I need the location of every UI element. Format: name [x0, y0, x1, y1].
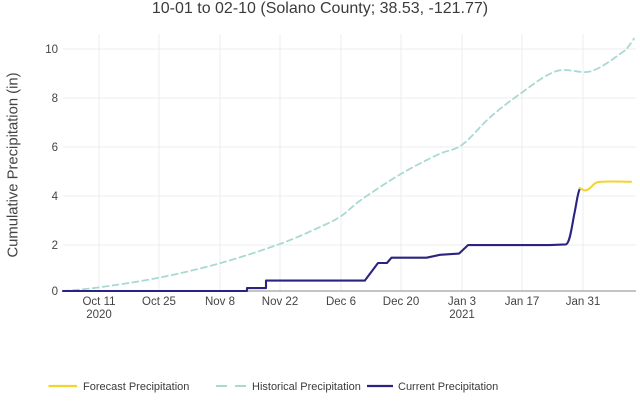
svg-text:0: 0: [52, 286, 58, 298]
svg-text:Jan 17: Jan 17: [505, 296, 540, 308]
svg-text:2021: 2021: [449, 309, 475, 321]
svg-text:2: 2: [52, 240, 58, 252]
svg-text:10: 10: [45, 44, 58, 56]
svg-text:4: 4: [52, 191, 59, 203]
svg-text:2020: 2020: [86, 309, 112, 321]
svg-text:Dec 6: Dec 6: [326, 296, 356, 308]
svg-text:Dec 20: Dec 20: [383, 296, 419, 308]
svg-text:Oct 25: Oct 25: [142, 296, 176, 308]
svg-text:Nov 22: Nov 22: [262, 296, 298, 308]
svg-text:Nov 8: Nov 8: [205, 296, 235, 308]
svg-text:8: 8: [52, 93, 58, 105]
svg-text:Jan 31: Jan 31: [566, 296, 601, 308]
svg-text:Jan 3: Jan 3: [448, 296, 476, 308]
svg-text:6: 6: [52, 142, 58, 154]
svg-text:Oct 11: Oct 11: [82, 296, 115, 308]
